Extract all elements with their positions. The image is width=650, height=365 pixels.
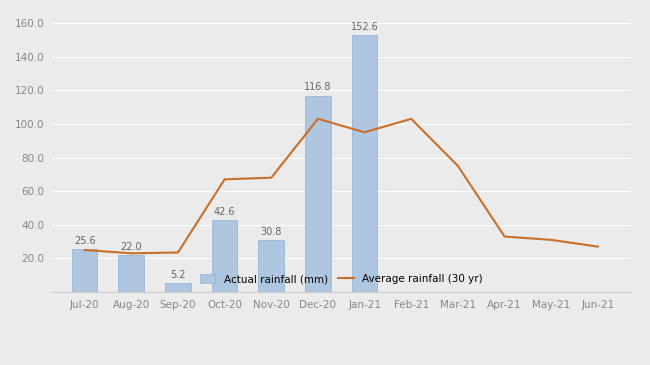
Text: 22.0: 22.0 (120, 242, 142, 251)
Text: 152.6: 152.6 (351, 22, 378, 32)
Bar (165, 283, 191, 292)
Text: 5.2: 5.2 (170, 270, 186, 280)
Bar (118, 255, 144, 292)
Legend: Actual rainfall (mm), Average rainfall (30 yr): Actual rainfall (mm), Average rainfall (… (194, 269, 488, 289)
Bar (259, 240, 284, 292)
Text: 116.8: 116.8 (304, 82, 332, 92)
Text: 30.8: 30.8 (261, 227, 282, 237)
Text: 25.6: 25.6 (74, 235, 96, 246)
Text: 42.6: 42.6 (214, 207, 235, 217)
Bar (305, 96, 331, 292)
Bar (352, 35, 378, 292)
Bar (72, 249, 98, 292)
Bar (212, 220, 237, 292)
